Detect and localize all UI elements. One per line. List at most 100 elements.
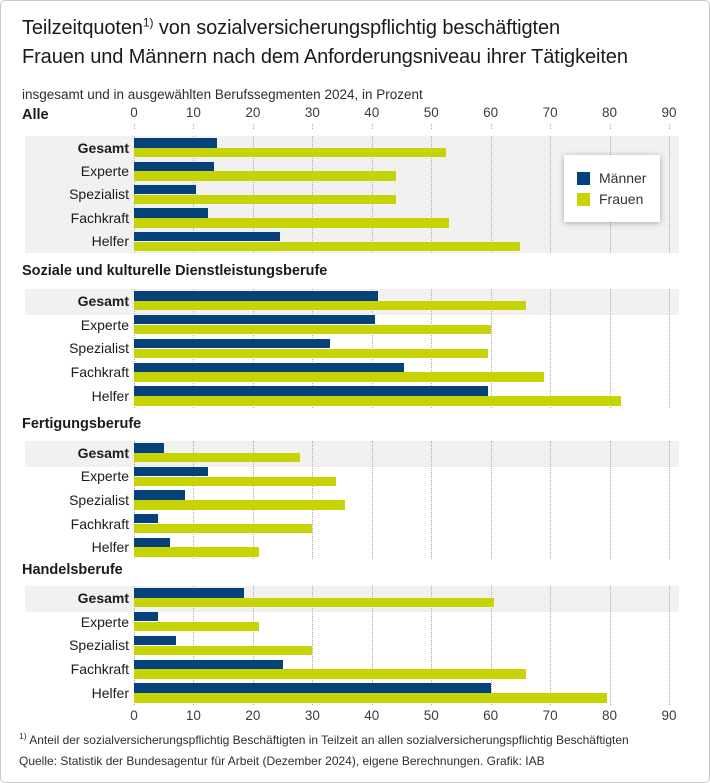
bar-maenner (134, 537, 170, 548)
gridline (252, 441, 254, 559)
source-line: Quelle: Statistik der Bundesagentur für … (19, 754, 545, 768)
legend-item: Männer (577, 169, 654, 187)
gridline (371, 289, 373, 408)
x-axis-top: 0 10 20 30 40 50 60 70 80 90 (25, 105, 679, 129)
chart-title-line1: Teilzeitquoten1) von sozialversicherungs… (22, 15, 561, 39)
row-label: Experte (80, 163, 129, 180)
gridline (371, 586, 373, 705)
row-label: Experte (80, 316, 129, 333)
axis-tick-mark (431, 124, 433, 129)
axis-tick-label: 70 (542, 105, 558, 120)
row-label: Fachkraft (70, 515, 129, 532)
chart-row: Gesamt (25, 136, 679, 159)
chart-row: Experte (25, 610, 679, 634)
axis-tick-label: 50 (423, 708, 439, 723)
axis-tick-label: 60 (483, 708, 499, 723)
axis-tick-mark (550, 124, 552, 129)
bar-maenner (134, 338, 331, 349)
bar-frauen (134, 645, 313, 655)
row-label: Fachkraft (70, 661, 129, 678)
chart-row: Spezialist (25, 634, 679, 658)
bar-maenner (134, 683, 491, 693)
bar-frauen (134, 669, 527, 679)
row-label: Gesamt (77, 139, 129, 156)
bar-maenner (134, 161, 215, 172)
bar-frauen (134, 621, 259, 632)
gridline (312, 136, 314, 253)
bar-maenner (134, 386, 488, 396)
bar-maenner (134, 231, 280, 242)
bar-maenner (134, 291, 378, 301)
bar-frauen (134, 171, 396, 181)
footnote: 1) Anteil der sozialversicherungspflicht… (19, 731, 629, 747)
gridline (193, 441, 195, 559)
bar-frauen (134, 547, 259, 557)
bar-frauen (134, 453, 301, 463)
axis-tick-mark (252, 124, 254, 129)
gridline (252, 136, 254, 253)
chart-row: Helfer (25, 681, 679, 705)
bar-frauen (134, 693, 607, 703)
axis-tick-label: 40 (364, 105, 380, 120)
bar-maenner (134, 362, 405, 373)
chart-row: Spezialist (25, 488, 679, 512)
bar-maenner (134, 138, 218, 148)
row-label: Gesamt (77, 589, 129, 606)
axis-tick-label: 20 (245, 708, 261, 723)
row-label: Spezialist (69, 637, 129, 654)
gridline (609, 586, 611, 705)
gridline (431, 586, 433, 705)
axis-tick-label: 90 (661, 708, 677, 723)
chart-row: Gesamt (25, 441, 679, 465)
chart-row: Gesamt (25, 289, 679, 313)
axis-tick-label: 30 (304, 105, 320, 120)
row-label: Spezialist (69, 491, 129, 508)
gridline (134, 289, 135, 408)
gridline (312, 289, 314, 408)
chart-row: Gesamt (25, 586, 679, 610)
bar-frauen (134, 372, 545, 382)
bar-frauen (134, 218, 450, 228)
chart-row: Fachkraft (25, 657, 679, 681)
bar-frauen (134, 324, 491, 335)
chart-row: Experte (25, 159, 679, 182)
gridline (490, 586, 492, 705)
axis-tick-label: 30 (304, 708, 320, 723)
gridline (609, 289, 611, 408)
row-label: Helfer (91, 539, 129, 556)
gridline (490, 289, 492, 408)
axis-tick-label: 20 (245, 105, 261, 120)
row-label: Fachkraft (70, 209, 129, 226)
row-label: Fachkraft (70, 364, 129, 381)
gridline (312, 586, 314, 705)
axis-tick-label: 80 (602, 708, 618, 723)
gridline (431, 289, 433, 408)
gridline (193, 136, 195, 253)
plot-area: Gesamt Experte Spezialist Fachkraft Helfer (25, 586, 679, 705)
chart-row: Experte (25, 465, 679, 489)
row-label: Spezialist (69, 340, 129, 357)
axis-tick-mark (193, 124, 195, 129)
axis-tick-mark (371, 124, 373, 129)
bar-maenner (134, 185, 197, 195)
gridline (134, 586, 135, 705)
bar-frauen (134, 301, 527, 311)
gridline (193, 586, 195, 705)
section-title: Handelsberufe (22, 562, 123, 578)
bar-maenner (134, 659, 283, 670)
footnote-marker: 1) (19, 731, 27, 741)
axis-tick-label: 10 (185, 105, 201, 120)
gridline (252, 289, 254, 408)
bar-frauen (134, 348, 488, 358)
gridline (193, 289, 195, 408)
section-title-alle: Alle (22, 107, 49, 123)
chart-row: Experte (25, 313, 679, 337)
chart-row: Helfer (25, 230, 679, 253)
chart-row: Fachkraft (25, 206, 679, 229)
chart-subtitle: insgesamt und in ausgewählten Berufssegm… (22, 87, 423, 102)
bar-frauen (134, 500, 346, 510)
gridline (431, 136, 433, 253)
gridline (252, 586, 254, 705)
bar-maenner (134, 635, 176, 646)
